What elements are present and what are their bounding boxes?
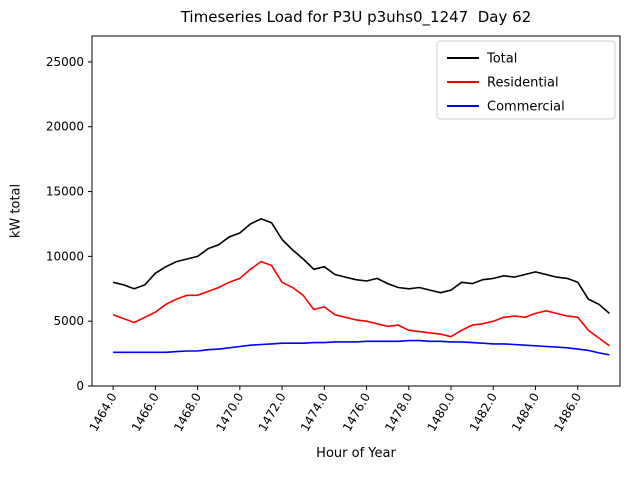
x-tick-label: 1476.0 — [340, 391, 373, 434]
x-tick-label: 1466.0 — [129, 391, 162, 434]
x-tick-label: 1464.0 — [87, 391, 120, 434]
y-tick-label: 20000 — [46, 120, 84, 134]
legend-label-total: Total — [486, 52, 517, 67]
chart-title: Timeseries Load for P3U p3uhs0_1247 Day … — [180, 8, 532, 26]
series-line-residential — [112, 260, 610, 347]
series-line-total — [112, 218, 610, 315]
y-tick-label: 10000 — [46, 249, 84, 263]
x-tick-label: 1474.0 — [298, 391, 331, 434]
y-tick-label: 0 — [76, 379, 84, 393]
legend-label-commercial: Commercial — [487, 100, 565, 115]
y-tick-label: 5000 — [53, 314, 84, 328]
legend-box — [436, 40, 616, 120]
legend-label-residential: Residential — [487, 76, 559, 91]
axes-spines — [91, 35, 621, 387]
x-tick-label: 1484.0 — [509, 391, 542, 434]
x-tick-label: 1470.0 — [213, 391, 246, 434]
series-line-commercial — [113, 339, 610, 356]
x-tick-label: 1480.0 — [425, 391, 458, 434]
x-tick-label: 1478.0 — [382, 391, 415, 434]
x-tick-label: 1468.0 — [171, 391, 204, 434]
x-tick-label: 1482.0 — [467, 391, 500, 434]
x-tick-label: 1472.0 — [256, 391, 289, 434]
y-tick-label: 15000 — [46, 185, 84, 199]
y-tick-label: 25000 — [46, 55, 84, 69]
x-axis-label: Hour of Year — [316, 446, 396, 461]
x-tick-label: 1486.0 — [551, 391, 584, 434]
